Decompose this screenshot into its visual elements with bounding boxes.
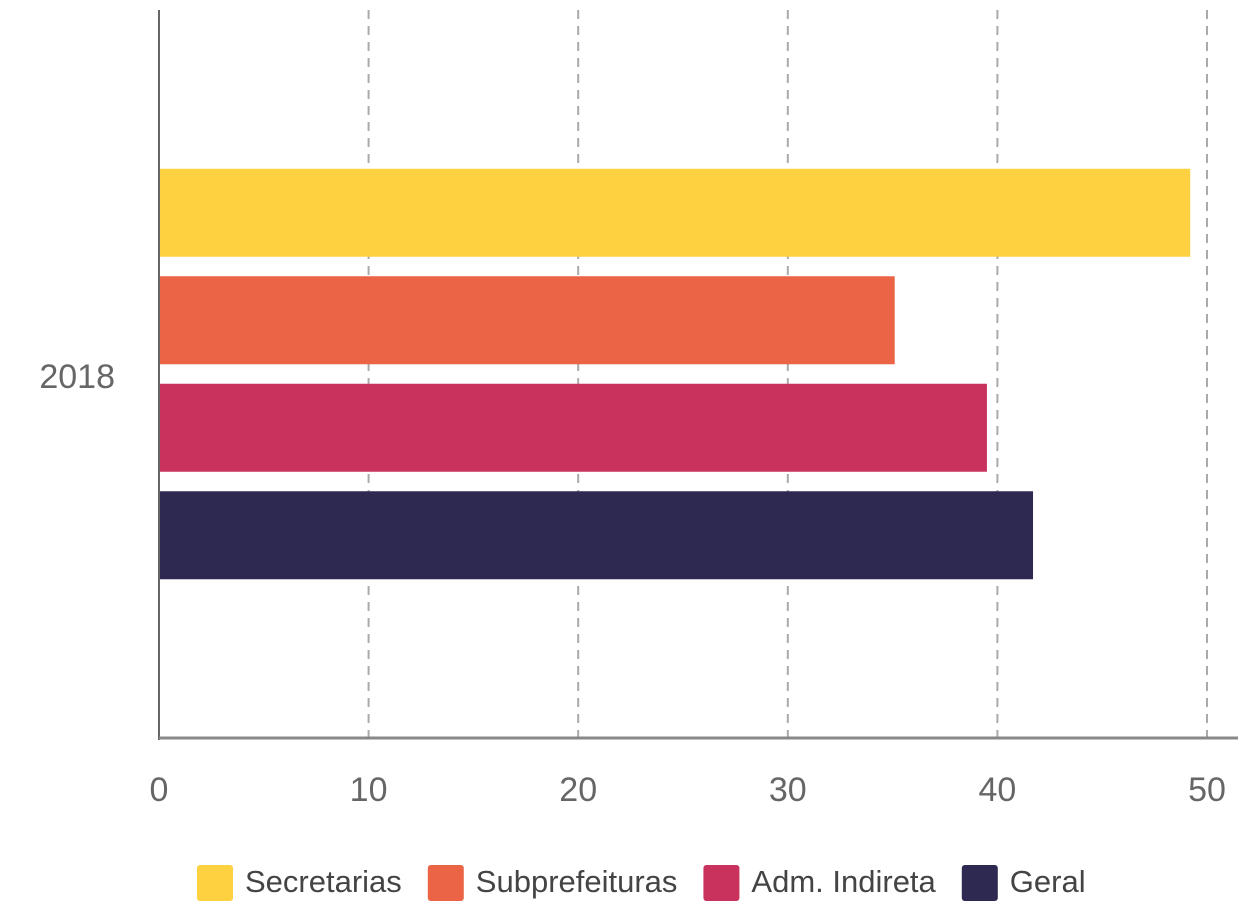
bar (159, 168, 1191, 257)
x-tick-label: 0 (150, 771, 169, 809)
legend-swatch (427, 865, 464, 901)
x-tick-label: 50 (1188, 771, 1226, 809)
bar (159, 276, 895, 365)
legend-label: Subprefeituras (476, 864, 678, 899)
legend-label: Adm. Indireta (751, 864, 936, 899)
legend-label: Secretarias (245, 864, 402, 899)
x-tick-label: 20 (559, 771, 597, 809)
x-tick-label: 40 (978, 771, 1016, 809)
x-tick-label: 10 (350, 771, 388, 809)
legend-swatch (197, 865, 233, 901)
legend-swatch (961, 865, 998, 901)
legend-label: Geral (1010, 864, 1086, 899)
bar (159, 491, 1034, 580)
bar (159, 383, 987, 472)
legend-swatch (703, 865, 740, 901)
x-tick-label: 30 (769, 771, 807, 809)
y-tick-label: 2018 (39, 358, 115, 396)
